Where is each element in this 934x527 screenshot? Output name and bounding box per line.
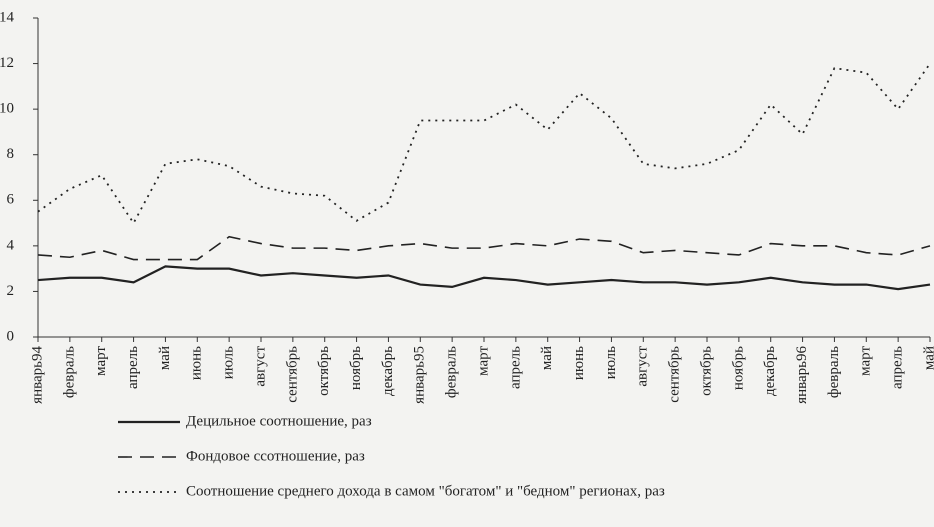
- x-tick-label: май: [539, 346, 555, 370]
- x-tick-label: март: [858, 346, 874, 376]
- y-tick-label: 6: [7, 192, 15, 208]
- x-tick-label: февраль: [61, 346, 77, 398]
- x-tick-label: июль: [603, 346, 619, 379]
- x-tick-label: июнь: [571, 346, 587, 380]
- x-tick-label: октябрь: [698, 346, 714, 396]
- x-tick-label: сентябрь: [667, 346, 683, 403]
- legend-label: Соотношение среднего дохода в самом "бог…: [186, 483, 665, 499]
- series-line: [37, 63, 931, 225]
- x-tick-label: декабрь: [762, 346, 778, 396]
- series-line: [37, 235, 931, 261]
- y-tick-label: 12: [0, 55, 14, 71]
- x-tick-label: январь94: [29, 346, 45, 404]
- x-tick-label: апрель: [507, 346, 523, 389]
- x-tick-label: июль: [221, 346, 237, 379]
- y-tick-label: 10: [0, 101, 14, 117]
- y-tick-label: 14: [0, 9, 15, 25]
- x-tick-label: февраль: [826, 346, 842, 398]
- legend-label: Децильное соотношение, раз: [186, 413, 372, 429]
- y-tick-label: 0: [7, 328, 15, 344]
- series-line: [37, 265, 931, 291]
- x-tick-label: декабрь: [380, 346, 396, 396]
- y-tick-label: 2: [7, 283, 15, 299]
- y-tick-label: 8: [7, 146, 15, 162]
- x-tick-label: октябрь: [316, 346, 332, 396]
- x-tick-label: май: [921, 346, 934, 370]
- legend-label: Фондовое ссотношение, раз: [186, 448, 365, 464]
- y-tick-label: 4: [7, 237, 15, 253]
- x-tick-label: январь96: [794, 346, 810, 404]
- x-tick-label: август: [635, 346, 651, 387]
- x-tick-label: апрель: [890, 346, 906, 389]
- x-tick-label: июнь: [189, 346, 205, 380]
- x-tick-label: март: [475, 346, 491, 376]
- x-tick-label: ноябрь: [730, 346, 746, 390]
- x-tick-label: февраль: [444, 346, 460, 398]
- x-tick-label: август: [252, 346, 268, 387]
- x-tick-label: май: [157, 346, 173, 370]
- x-tick-label: ноябрь: [348, 346, 364, 390]
- x-tick-label: апрель: [125, 346, 141, 389]
- x-tick-label: январь95: [412, 346, 428, 404]
- x-tick-label: сентябрь: [284, 346, 300, 403]
- x-tick-label: март: [93, 346, 109, 376]
